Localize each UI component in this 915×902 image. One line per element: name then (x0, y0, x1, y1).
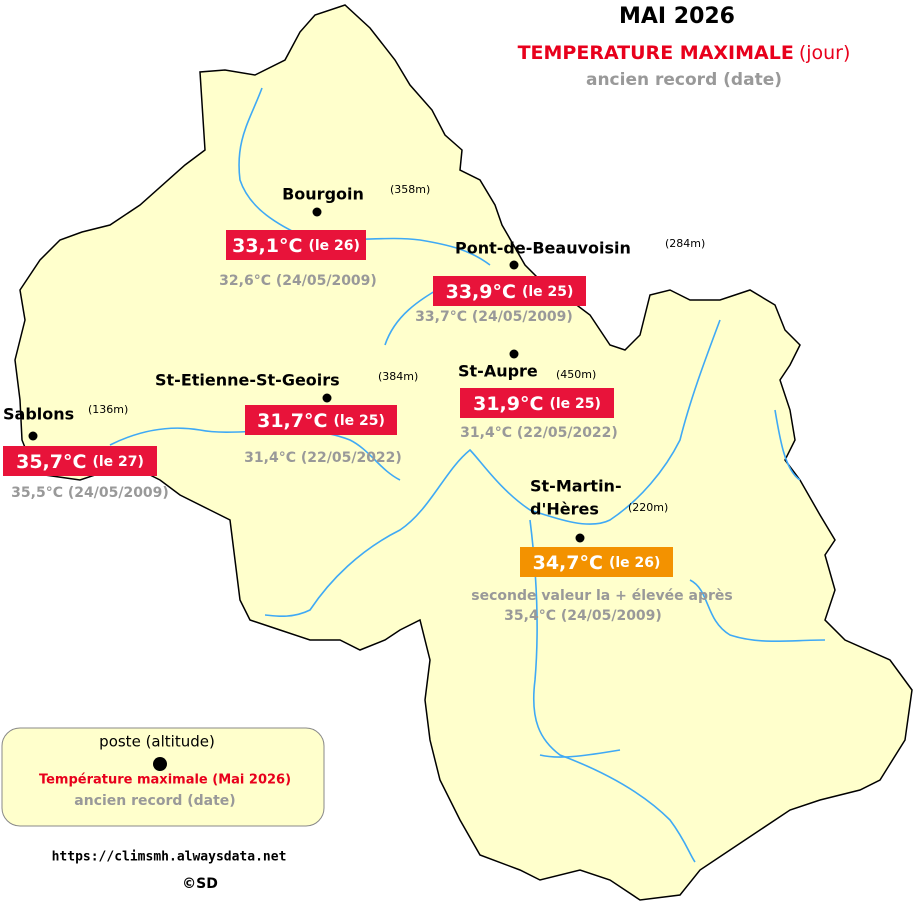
max-temperature: 34,7°C (533, 552, 603, 574)
max-day: (le 25) (549, 396, 600, 412)
station-dot (322, 393, 332, 403)
station-dot (509, 260, 519, 270)
old-record: 33,7°C (24/05/2009) (415, 309, 573, 325)
river (529, 519, 696, 863)
station-name: St-Aupre (458, 362, 538, 381)
max-temperature: 31,7°C (257, 410, 327, 432)
department-outline (14, 4, 913, 901)
station-altitude: (384m) (378, 370, 418, 383)
station-name: Sablons (3, 405, 74, 424)
station-dot (575, 533, 585, 543)
legend-box (1, 727, 325, 827)
value-box (460, 388, 614, 418)
old-record: 31,4°C (22/05/2022) (460, 425, 618, 441)
max-day: (le 26) (609, 555, 660, 571)
subtitle-note: (jour) (799, 42, 851, 64)
old-record: 35,4°C (24/05/2009) (504, 608, 662, 624)
value-line: 31,9°C (le 25) (473, 393, 601, 415)
station-altitude: (136m) (88, 403, 128, 416)
value-line: 31,7°C (le 25) (257, 410, 385, 432)
station-name: St-Martin- (530, 477, 622, 496)
value-line: 35,7°C (le 27) (16, 451, 144, 473)
station-altitude: (284m) (665, 237, 705, 250)
max-day: (le 25) (522, 284, 573, 300)
station-name: d'Hères (530, 500, 599, 519)
station-note: seconde valeur la + élevée après (471, 588, 732, 604)
station-name: Pont-de-Beauvoisin (455, 239, 631, 258)
max-day: (le 25) (333, 413, 384, 429)
river (539, 749, 621, 758)
station-altitude: (450m) (556, 368, 596, 381)
value-line: 33,9°C (le 25) (446, 281, 574, 303)
title: MAI 2026 (619, 4, 735, 29)
credit: ©SD (182, 876, 218, 892)
legend-temperature: Température maximale (Mai 2026) (39, 773, 291, 788)
value-box (520, 547, 673, 577)
source-url: https://climsmh.alwaysdata.net (52, 850, 287, 865)
record-label: ancien record (date) (586, 70, 782, 90)
station-altitude: (220m) (628, 501, 668, 514)
max-temperature: 35,7°C (16, 451, 86, 473)
station-name: St-Etienne-St-Geoirs (155, 371, 340, 390)
river (774, 409, 801, 481)
value-box (245, 405, 397, 435)
legend-dot (153, 757, 167, 771)
max-day: (le 27) (92, 454, 143, 470)
max-day: (le 26) (308, 238, 359, 254)
station-dot (509, 349, 519, 359)
river (689, 579, 826, 643)
value-box (433, 276, 586, 306)
station-dot (312, 207, 322, 217)
value-line: 34,7°C (le 26) (533, 552, 661, 574)
old-record: 32,6°C (24/05/2009) (219, 273, 377, 289)
old-record: 31,4°C (22/05/2022) (244, 450, 402, 466)
value-box (226, 230, 366, 260)
legend-station: poste (altitude) (99, 733, 215, 751)
station-name: Bourgoin (282, 185, 364, 204)
value-box (3, 446, 157, 476)
max-temperature: 31,9°C (473, 393, 543, 415)
station-altitude: (358m) (390, 183, 430, 196)
legend-record: ancien record (date) (74, 793, 235, 809)
station-dot (28, 431, 38, 441)
max-temperature: 33,1°C (232, 235, 302, 257)
old-record: 35,5°C (24/05/2009) (11, 485, 169, 501)
max-temperature: 33,9°C (446, 281, 516, 303)
subtitle: TEMPERATURE MAXIMALE (518, 42, 794, 64)
river (264, 319, 721, 618)
value-line: 33,1°C (le 26) (232, 235, 360, 257)
subtitle-line: TEMPERATURE MAXIMALE (jour) (518, 42, 851, 64)
